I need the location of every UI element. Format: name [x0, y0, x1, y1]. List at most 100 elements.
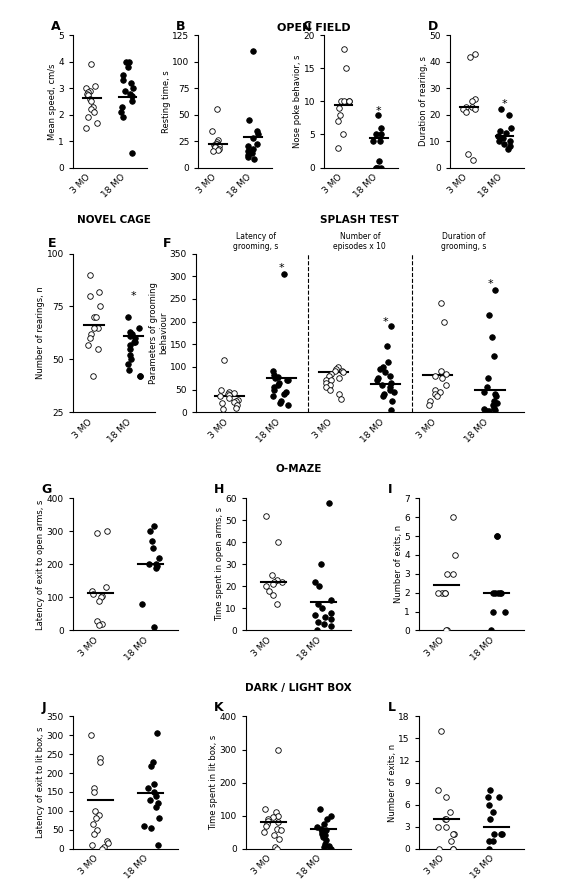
Point [377, 161, 386, 175]
Point [215, 141, 224, 156]
Point [316, 822, 325, 836]
Point [376, 121, 385, 135]
Point [432, 389, 442, 403]
Point [232, 399, 242, 413]
Point [430, 369, 439, 383]
Point [85, 332, 94, 346]
Text: F: F [163, 238, 172, 250]
Point [272, 597, 281, 611]
Point [338, 364, 347, 378]
Point [503, 142, 513, 156]
Point [488, 804, 498, 819]
Point [129, 81, 138, 95]
Point [321, 836, 330, 850]
Point [326, 842, 335, 856]
Point [274, 832, 283, 846]
Point [243, 143, 252, 157]
Point [123, 60, 133, 74]
Text: *: * [487, 279, 493, 289]
Point [120, 84, 130, 98]
Point [327, 613, 336, 627]
Point [224, 385, 233, 399]
Point [210, 141, 219, 155]
Point [330, 363, 339, 377]
Point [151, 560, 161, 575]
Point [317, 557, 326, 571]
Point [335, 108, 345, 122]
Point [318, 825, 327, 839]
Point [93, 526, 102, 540]
Point [261, 509, 270, 523]
Point [315, 802, 324, 816]
Point [435, 842, 444, 856]
Point [218, 396, 227, 410]
Point [263, 813, 272, 827]
Point [269, 383, 279, 397]
Point [494, 585, 503, 599]
Point [214, 142, 223, 156]
Text: J: J [41, 701, 46, 713]
Point [442, 812, 451, 827]
Point [81, 121, 91, 135]
Point [326, 809, 335, 823]
Point [489, 393, 499, 408]
Y-axis label: Duration of rearing, s: Duration of rearing, s [419, 57, 428, 147]
Point [216, 383, 225, 397]
Point [339, 95, 348, 109]
Point [387, 393, 396, 408]
Point [268, 568, 277, 583]
Point [127, 95, 137, 109]
Point [336, 95, 346, 109]
Point [485, 797, 494, 812]
Point [94, 808, 104, 822]
Point [496, 585, 506, 599]
Point [212, 103, 222, 117]
Point [98, 617, 107, 631]
Point [130, 335, 139, 349]
Point [425, 393, 435, 408]
Point [491, 387, 500, 401]
Point [433, 783, 442, 797]
Point [93, 321, 102, 335]
Point [95, 285, 104, 299]
Point [225, 388, 234, 402]
Point [483, 380, 492, 394]
Point [243, 140, 253, 154]
Point [326, 378, 335, 392]
Point [151, 789, 161, 803]
Point [90, 105, 99, 119]
Point [269, 828, 278, 842]
Point [277, 575, 286, 589]
Point [151, 557, 161, 571]
Point [319, 840, 328, 854]
Point [321, 610, 330, 624]
Text: OPEN FIELD: OPEN FIELD [278, 23, 351, 33]
Point [491, 585, 500, 599]
Point [321, 376, 331, 390]
Point [145, 792, 154, 806]
Point [470, 47, 480, 61]
Text: H: H [214, 483, 225, 496]
Point [274, 815, 283, 829]
Point [315, 579, 324, 593]
Point [96, 591, 105, 605]
Point [386, 403, 395, 417]
Point [442, 819, 451, 834]
Point [127, 89, 137, 103]
Point [250, 152, 259, 166]
Point [495, 585, 505, 599]
Point [135, 370, 144, 384]
Point [448, 842, 457, 856]
Point [436, 364, 445, 378]
Point [81, 81, 90, 95]
Point [244, 150, 253, 164]
Point [274, 370, 283, 384]
Point [130, 335, 139, 349]
Point [125, 338, 134, 352]
Point [219, 353, 228, 367]
Point [373, 161, 382, 175]
Point [371, 161, 381, 175]
Point [484, 308, 494, 322]
Point [126, 342, 135, 356]
Point [499, 137, 508, 151]
